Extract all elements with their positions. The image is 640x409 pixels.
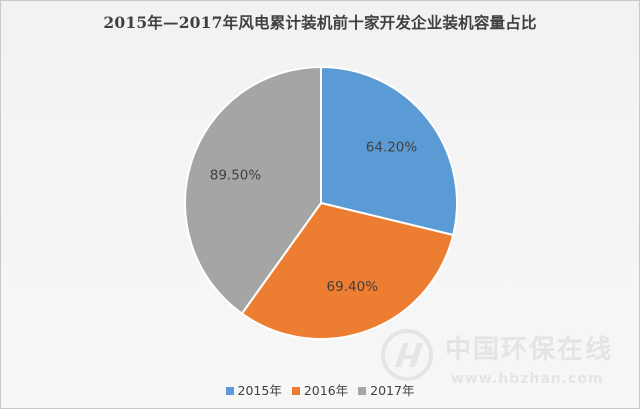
legend-label: 2017年 xyxy=(370,383,415,398)
legend-label: 2016年 xyxy=(303,383,349,398)
legend-item-2016: 2016年 xyxy=(291,380,349,399)
chart-title: 2015年—2017年风电累计装机前十家开发企业装机容量占比 xyxy=(103,13,537,32)
pie-slice-2015 xyxy=(320,65,458,237)
data-label-2015: 64.20% xyxy=(366,140,418,156)
watermark-name: 中国环保在线 xyxy=(445,335,614,365)
pie-slice-2017 xyxy=(184,65,322,316)
chart-legend: 2015年 2016年 2017年 xyxy=(1,380,639,399)
legend-swatch xyxy=(225,387,234,395)
data-label-2016: 69.40% xyxy=(327,279,379,295)
watermark: 中国环保在线 www.hbzhan.com xyxy=(377,323,639,395)
legend-swatch xyxy=(358,387,367,395)
legend-item-2017: 2017年 xyxy=(358,380,414,399)
legend-swatch xyxy=(291,387,300,395)
legend-item-2015: 2015年 xyxy=(225,380,282,399)
pie-slice-2016 xyxy=(240,201,455,340)
data-label-2017: 89.50% xyxy=(210,168,262,184)
legend-label: 2015年 xyxy=(237,383,282,398)
watermark-logo-icon xyxy=(381,329,433,381)
watermark-url: www.hbzhan.com xyxy=(451,371,604,387)
